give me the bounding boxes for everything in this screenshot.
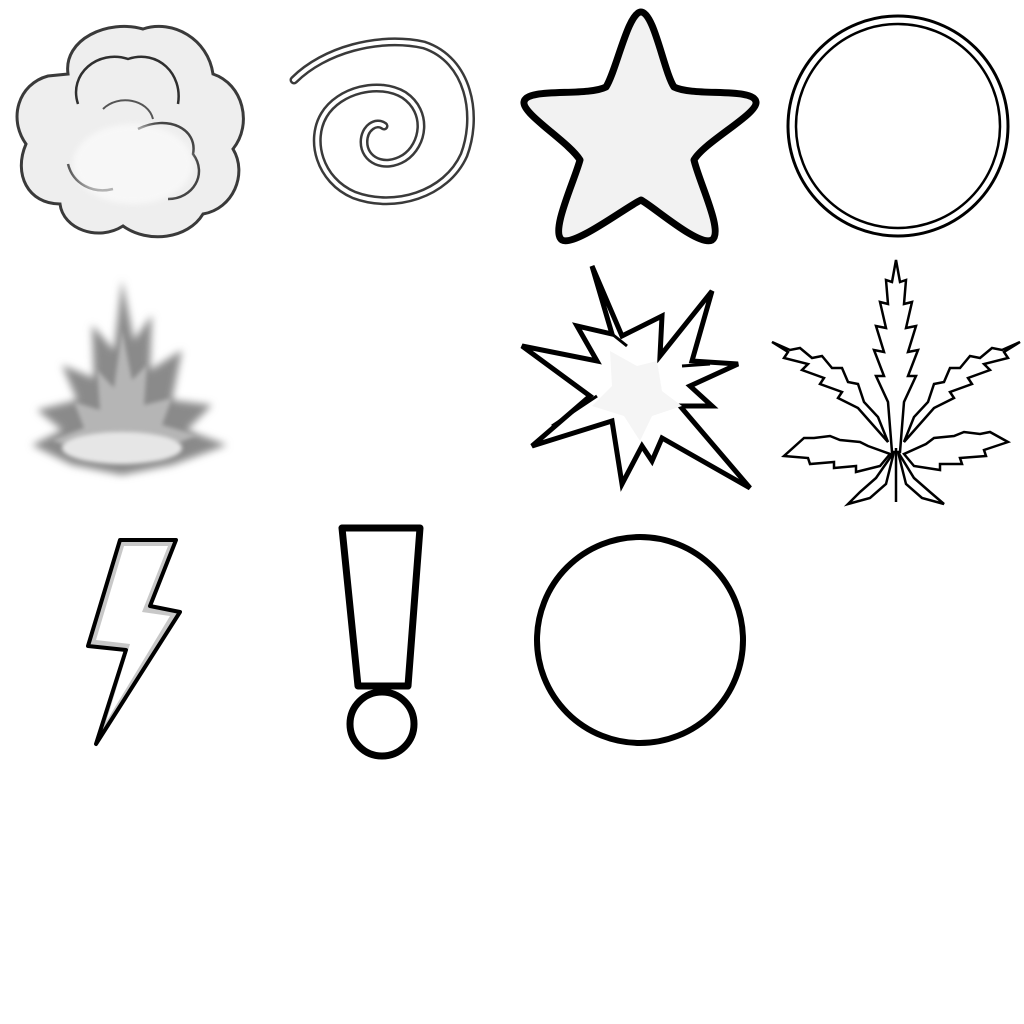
lightning-bolt-icon <box>86 538 182 746</box>
smoke-cloud-icon <box>15 24 245 239</box>
star-icon <box>520 8 760 245</box>
spiral-icon <box>289 37 475 206</box>
explosion-burst-icon <box>520 265 752 492</box>
exclamation-mark-icon <box>338 524 424 760</box>
flame-burst-icon <box>32 280 227 475</box>
circle-outline-icon <box>534 534 746 746</box>
double-ring-icon <box>786 14 1010 238</box>
leaf-icon <box>771 259 1021 507</box>
